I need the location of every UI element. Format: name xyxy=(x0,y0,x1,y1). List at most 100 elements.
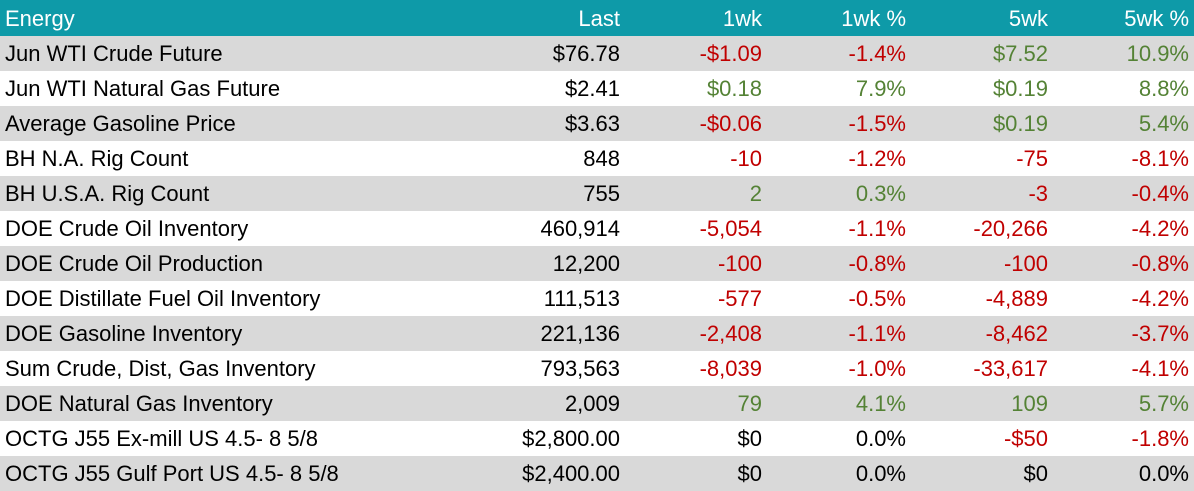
cell-1wk: -8,039 xyxy=(625,351,767,386)
cell-5wk: -100 xyxy=(911,246,1053,281)
cell-1wk-pct: 0.0% xyxy=(767,456,911,491)
cell-5wk: -8,462 xyxy=(911,316,1053,351)
header-1wk: 1wk xyxy=(625,0,767,36)
table-row: DOE Crude Oil Inventory 460,914 -5,054 -1.1… xyxy=(0,211,1194,246)
cell-last: 221,136 xyxy=(415,316,625,351)
cell-5wk-pct: -0.4% xyxy=(1053,176,1194,211)
cell-energy: Average Gasoline Price xyxy=(0,106,415,141)
cell-energy: DOE Natural Gas Inventory xyxy=(0,386,415,421)
cell-5wk-pct: 10.9% xyxy=(1053,36,1194,71)
cell-5wk-pct: -3.7% xyxy=(1053,316,1194,351)
cell-5wk-pct: -1.8% xyxy=(1053,421,1194,456)
cell-last: 460,914 xyxy=(415,211,625,246)
cell-5wk: $0 xyxy=(911,456,1053,491)
header-1wk-pct: 1wk % xyxy=(767,0,911,36)
table-row: Average Gasoline Price $3.63 -$0.06 -1.5% $0… xyxy=(0,106,1194,141)
cell-1wk-pct: 7.9% xyxy=(767,71,911,106)
cell-last: 111,513 xyxy=(415,281,625,316)
header-5wk: 5wk xyxy=(911,0,1053,36)
cell-energy: BH U.S.A. Rig Count xyxy=(0,176,415,211)
cell-last: $76.78 xyxy=(415,36,625,71)
cell-last: 793,563 xyxy=(415,351,625,386)
cell-5wk: $0.19 xyxy=(911,71,1053,106)
cell-5wk-pct: -4.2% xyxy=(1053,281,1194,316)
cell-5wk-pct: -8.1% xyxy=(1053,141,1194,176)
table-row: DOE Distillate Fuel Oil Inventory 111,513… xyxy=(0,281,1194,316)
cell-5wk-pct: 5.4% xyxy=(1053,106,1194,141)
table-row: DOE Gasoline Inventory 221,136 -2,408 -1.1%… xyxy=(0,316,1194,351)
cell-1wk-pct: 0.3% xyxy=(767,176,911,211)
cell-last: $2,400.00 xyxy=(415,456,625,491)
cell-1wk-pct: -0.8% xyxy=(767,246,911,281)
table-body: Jun WTI Crude Future $76.78 -$1.09 -1.4% $7.… xyxy=(0,36,1194,491)
cell-1wk-pct: 0.0% xyxy=(767,421,911,456)
header-last: Last xyxy=(415,0,625,36)
cell-last: 848 xyxy=(415,141,625,176)
cell-5wk: 109 xyxy=(911,386,1053,421)
table-row: BH N.A. Rig Count 848 -10 -1.2% -75 -8.1% xyxy=(0,141,1194,176)
cell-5wk-pct: -4.2% xyxy=(1053,211,1194,246)
table-row: OCTG J55 Gulf Port US 4.5- 8 5/8 $2,400.0… xyxy=(0,456,1194,491)
cell-1wk: -5,054 xyxy=(625,211,767,246)
cell-last: 12,200 xyxy=(415,246,625,281)
cell-last: 2,009 xyxy=(415,386,625,421)
cell-last: $2.41 xyxy=(415,71,625,106)
table-row: Jun WTI Natural Gas Future $2.41 $0.18 7.9%… xyxy=(0,71,1194,106)
table-row: DOE Natural Gas Inventory 2,009 79 4.1% 109 5… xyxy=(0,386,1194,421)
header-energy: Energy xyxy=(0,0,415,36)
cell-energy: DOE Distillate Fuel Oil Inventory xyxy=(0,281,415,316)
cell-5wk: $0.19 xyxy=(911,106,1053,141)
cell-5wk: -3 xyxy=(911,176,1053,211)
cell-1wk-pct: -1.4% xyxy=(767,36,911,71)
cell-5wk-pct: 5.7% xyxy=(1053,386,1194,421)
cell-1wk: -$0.06 xyxy=(625,106,767,141)
cell-last: 755 xyxy=(415,176,625,211)
cell-5wk: -4,889 xyxy=(911,281,1053,316)
cell-1wk-pct: -1.2% xyxy=(767,141,911,176)
cell-1wk: -10 xyxy=(625,141,767,176)
cell-5wk: -20,266 xyxy=(911,211,1053,246)
cell-energy: BH N.A. Rig Count xyxy=(0,141,415,176)
cell-1wk-pct: 4.1% xyxy=(767,386,911,421)
cell-last: $3.63 xyxy=(415,106,625,141)
cell-1wk: -577 xyxy=(625,281,767,316)
cell-1wk: -$1.09 xyxy=(625,36,767,71)
cell-1wk: $0 xyxy=(625,456,767,491)
table-row: Jun WTI Crude Future $76.78 -$1.09 -1.4% $7.… xyxy=(0,36,1194,71)
header-5wk-pct: 5wk % xyxy=(1053,0,1194,36)
cell-5wk-pct: 0.0% xyxy=(1053,456,1194,491)
cell-1wk-pct: -1.1% xyxy=(767,211,911,246)
cell-1wk: 79 xyxy=(625,386,767,421)
cell-energy: DOE Crude Oil Inventory xyxy=(0,211,415,246)
cell-energy: DOE Crude Oil Production xyxy=(0,246,415,281)
cell-1wk: $0 xyxy=(625,421,767,456)
cell-1wk-pct: -1.5% xyxy=(767,106,911,141)
cell-energy: OCTG J55 Ex-mill US 4.5- 8 5/8 xyxy=(0,421,415,456)
cell-energy: Jun WTI Crude Future xyxy=(0,36,415,71)
cell-1wk: 2 xyxy=(625,176,767,211)
cell-energy: Jun WTI Natural Gas Future xyxy=(0,71,415,106)
cell-5wk: -75 xyxy=(911,141,1053,176)
cell-5wk-pct: -0.8% xyxy=(1053,246,1194,281)
cell-1wk-pct: -0.5% xyxy=(767,281,911,316)
cell-5wk: -$50 xyxy=(911,421,1053,456)
header-row: Energy Last 1wk 1wk % 5wk 5wk % xyxy=(0,0,1194,36)
cell-5wk: -33,617 xyxy=(911,351,1053,386)
cell-5wk: $7.52 xyxy=(911,36,1053,71)
cell-last: $2,800.00 xyxy=(415,421,625,456)
table-row: Sum Crude, Dist, Gas Inventory 793,563 -8,… xyxy=(0,351,1194,386)
cell-1wk: $0.18 xyxy=(625,71,767,106)
cell-1wk: -100 xyxy=(625,246,767,281)
cell-5wk-pct: -4.1% xyxy=(1053,351,1194,386)
cell-5wk-pct: 8.8% xyxy=(1053,71,1194,106)
cell-1wk-pct: -1.1% xyxy=(767,316,911,351)
cell-1wk: -2,408 xyxy=(625,316,767,351)
table-row: BH U.S.A. Rig Count 755 2 0.3% -3 -0.4% xyxy=(0,176,1194,211)
table-header: Energy Last 1wk 1wk % 5wk 5wk % xyxy=(0,0,1194,36)
cell-energy: Sum Crude, Dist, Gas Inventory xyxy=(0,351,415,386)
table-row: DOE Crude Oil Production 12,200 -100 -0.8% -… xyxy=(0,246,1194,281)
cell-1wk-pct: -1.0% xyxy=(767,351,911,386)
cell-energy: DOE Gasoline Inventory xyxy=(0,316,415,351)
cell-energy: OCTG J55 Gulf Port US 4.5- 8 5/8 xyxy=(0,456,415,491)
